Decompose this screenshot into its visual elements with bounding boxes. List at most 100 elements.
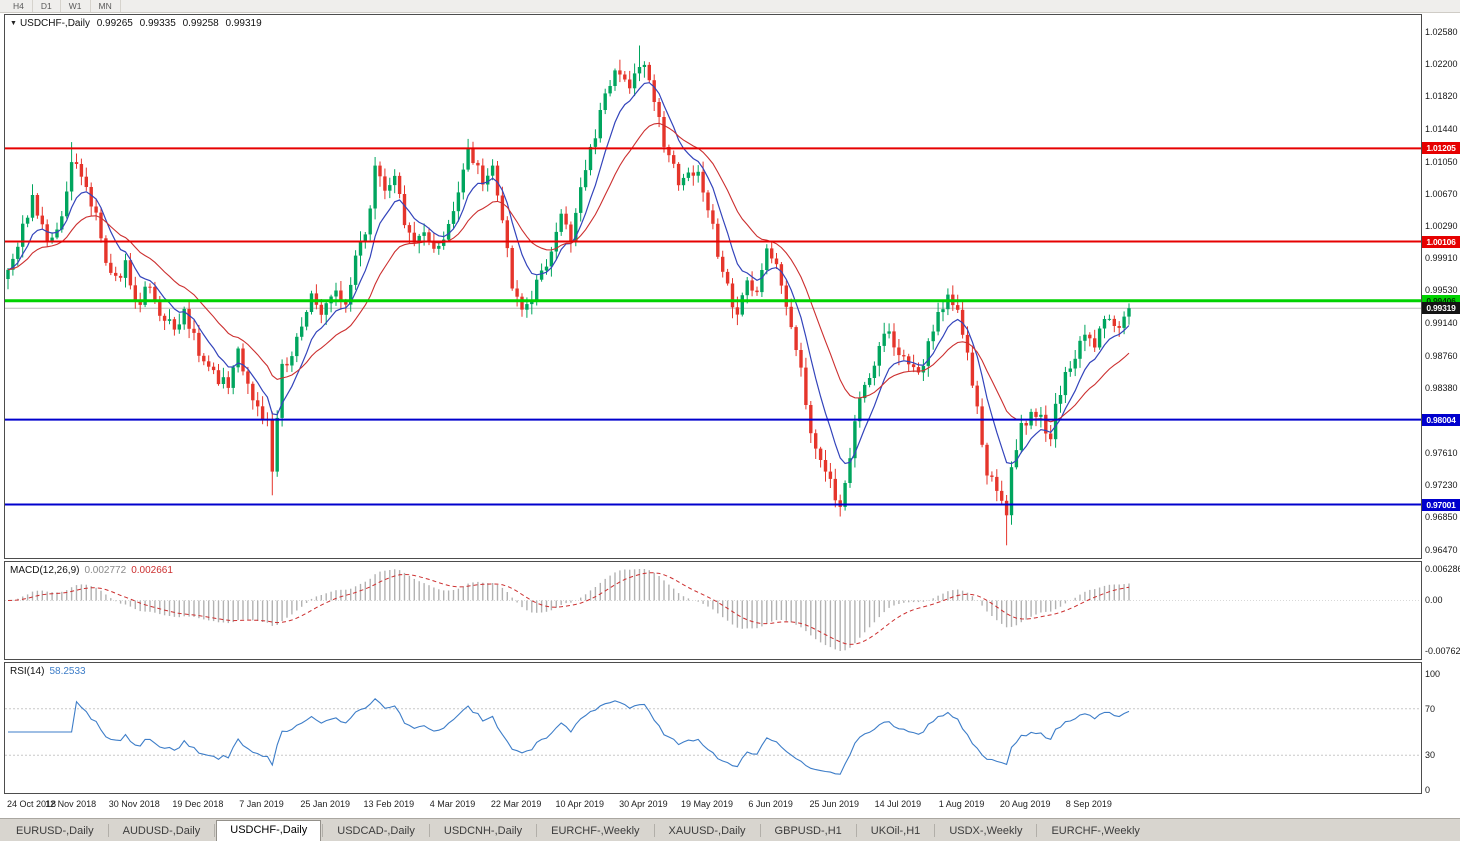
chart-tab-ukoil[interactable]: UKOil-,H1 bbox=[870, 825, 921, 837]
candles bbox=[6, 45, 1131, 546]
macd-axis-label: 0.00 bbox=[1425, 595, 1443, 606]
chart-tab-eurchf[interactable]: EURCHF-,Weekly bbox=[1051, 825, 1140, 837]
date-label: 30 Apr 2019 bbox=[619, 799, 668, 809]
chart-tab-usdcnh[interactable]: USDCNH-,Daily bbox=[443, 825, 523, 837]
macd-label: MACD(12,26,9) 0.002772 0.002661 bbox=[10, 565, 178, 576]
chart-title-close: 0.99319 bbox=[225, 18, 262, 29]
rsi-axis-label: 30 bbox=[1425, 750, 1436, 761]
tab-separator bbox=[759, 824, 761, 837]
timeframe-button-d1[interactable]: D1 bbox=[33, 0, 61, 12]
price-axis-label: 0.99140 bbox=[1425, 318, 1458, 329]
macd-chart[interactable] bbox=[5, 562, 1421, 659]
price-axis[interactable]: 1.02580 1.02200 1.01820 1.01440 1.01050 1.006… bbox=[1422, 14, 1460, 795]
tab-separator bbox=[214, 824, 216, 837]
chart-tab-eurusd[interactable]: EURUSD-,Daily bbox=[16, 825, 94, 837]
level-price-tag: 1.01205 bbox=[1422, 142, 1460, 155]
date-label: 6 Jun 2019 bbox=[748, 799, 793, 809]
date-label: 13 Feb 2019 bbox=[363, 799, 415, 809]
price-axis-label: 1.01820 bbox=[1425, 91, 1458, 102]
time-axis[interactable]: 24 Oct 2018 12 Nov 2018 30 Nov 2018 19 Dec … bbox=[4, 795, 1422, 816]
macd-value-main: 0.002772 bbox=[84, 565, 127, 576]
ma-slow-line bbox=[7, 122, 1130, 423]
chart-title-low: 0.99258 bbox=[182, 18, 219, 29]
macd-axis-label: -0.00762 bbox=[1425, 646, 1460, 656]
date-label: 14 Jul 2019 bbox=[874, 799, 922, 809]
chart-title: ▼ USDCHF-,Daily 0.99265 0.99335 0.99258 0… bbox=[10, 18, 266, 29]
price-axis-label: 0.97230 bbox=[1425, 480, 1458, 491]
rsi-axis-label: 100 bbox=[1425, 669, 1441, 679]
tab-separator bbox=[322, 824, 324, 837]
macd-signal-line bbox=[7, 572, 1130, 645]
chart-title-symbol: USDCHF-,Daily bbox=[19, 18, 90, 29]
date-label: 30 Nov 2018 bbox=[108, 799, 160, 809]
tab-separator bbox=[1036, 824, 1038, 837]
ma-fast-line bbox=[7, 82, 1130, 465]
timeframe-toolbar: H4 D1 W1 MN bbox=[0, 0, 1460, 13]
price-axis-label: 1.00290 bbox=[1425, 220, 1458, 231]
price-axis-label: 0.96470 bbox=[1425, 544, 1458, 555]
chart-tab-gbpusd[interactable]: GBPUSD-,H1 bbox=[774, 825, 842, 837]
date-label: 20 Aug 2019 bbox=[999, 799, 1051, 809]
price-axis-label: 0.96850 bbox=[1425, 512, 1458, 523]
price-axis-label: 1.01440 bbox=[1425, 123, 1458, 134]
date-label: 25 Jan 2019 bbox=[300, 799, 350, 809]
price-axis-label: 1.00670 bbox=[1425, 188, 1458, 199]
tab-separator bbox=[536, 824, 538, 837]
date-label: 25 Jun 2019 bbox=[809, 799, 860, 809]
chart-tab-usdchf[interactable]: USDCHF-,Daily bbox=[216, 820, 322, 841]
rsi-axis-label: 0 bbox=[1425, 785, 1431, 795]
rsi-label: RSI(14) 58.2533 bbox=[10, 666, 91, 677]
date-label: 7 Jan 2019 bbox=[239, 799, 284, 809]
chart-tab-eurchf[interactable]: EURCHF-,Weekly bbox=[551, 825, 640, 837]
rsi-name: RSI(14) bbox=[10, 666, 45, 677]
date-label: 12 Nov 2018 bbox=[45, 799, 97, 809]
price-axis-label: 1.02580 bbox=[1425, 26, 1458, 37]
date-label: 22 Mar 2019 bbox=[490, 799, 542, 809]
macd-name: MACD(12,26,9) bbox=[10, 565, 80, 576]
price-axis-label: 0.98380 bbox=[1425, 382, 1458, 393]
price-chart-panel[interactable]: ▼ USDCHF-,Daily 0.99265 0.99335 0.99258 0… bbox=[4, 14, 1422, 559]
date-label: 8 Sep 2019 bbox=[1065, 799, 1112, 809]
level-price-tag: 0.97001 bbox=[1422, 498, 1460, 511]
price-axis-label: 0.99910 bbox=[1425, 253, 1458, 264]
macd-histogram bbox=[12, 569, 1130, 651]
rsi-panel[interactable]: RSI(14) 58.2533 bbox=[4, 662, 1422, 794]
date-label: 24 Oct 2018 bbox=[7, 799, 57, 809]
tab-separator bbox=[107, 824, 109, 837]
date-label: 1 Aug 2019 bbox=[938, 799, 985, 809]
level-price-tag: 0.98004 bbox=[1422, 413, 1460, 426]
timeframe-button-mn[interactable]: MN bbox=[91, 0, 121, 12]
price-axis-label: 0.97610 bbox=[1425, 447, 1458, 458]
date-label: 19 May 2019 bbox=[680, 799, 734, 809]
price-axis-label: 1.01050 bbox=[1425, 156, 1458, 167]
rsi-chart[interactable] bbox=[5, 663, 1421, 793]
price-axis-label: 0.99530 bbox=[1425, 285, 1458, 296]
date-label: 19 Dec 2018 bbox=[172, 799, 224, 809]
current-price-tag: 0.99319 bbox=[1422, 302, 1460, 315]
macd-panel[interactable]: MACD(12,26,9) 0.002772 0.002661 bbox=[4, 561, 1422, 660]
price-axis-label: 0.98760 bbox=[1425, 350, 1458, 361]
tab-separator bbox=[653, 824, 655, 837]
chart-tab-usdx[interactable]: USDX-,Weekly bbox=[949, 825, 1023, 837]
chart-title-high: 0.99335 bbox=[139, 18, 176, 29]
tab-separator bbox=[855, 824, 857, 837]
symbol-dropdown-icon[interactable]: ▼ bbox=[10, 20, 17, 27]
chart-tab-audusd[interactable]: AUDUSD-,Daily bbox=[122, 825, 201, 837]
rsi-axis-label: 70 bbox=[1425, 703, 1436, 714]
timeframe-button-w1[interactable]: W1 bbox=[61, 0, 91, 12]
level-price-tag: 1.00106 bbox=[1422, 235, 1460, 248]
chart-title-open: 0.99265 bbox=[96, 18, 133, 29]
chart-tab-usdcad[interactable]: USDCAD-,Daily bbox=[337, 825, 415, 837]
tab-separator bbox=[934, 824, 936, 837]
chart-tab-xauusd[interactable]: XAUUSD-,Daily bbox=[668, 825, 746, 837]
macd-axis-label: 0.006286 bbox=[1425, 564, 1460, 574]
tab-separator bbox=[428, 824, 430, 837]
date-label: 4 Mar 2019 bbox=[429, 799, 476, 809]
chart-tab-bar: EURUSD-,Daily AUDUSD-,Daily USDCHF-,Daily U… bbox=[0, 818, 1460, 841]
candlestick-chart[interactable] bbox=[5, 15, 1421, 558]
rsi-line bbox=[8, 698, 1130, 775]
timeframe-button-h4[interactable]: H4 bbox=[5, 0, 33, 12]
date-label: 10 Apr 2019 bbox=[555, 799, 605, 809]
price-axis-label: 1.02200 bbox=[1425, 59, 1458, 70]
